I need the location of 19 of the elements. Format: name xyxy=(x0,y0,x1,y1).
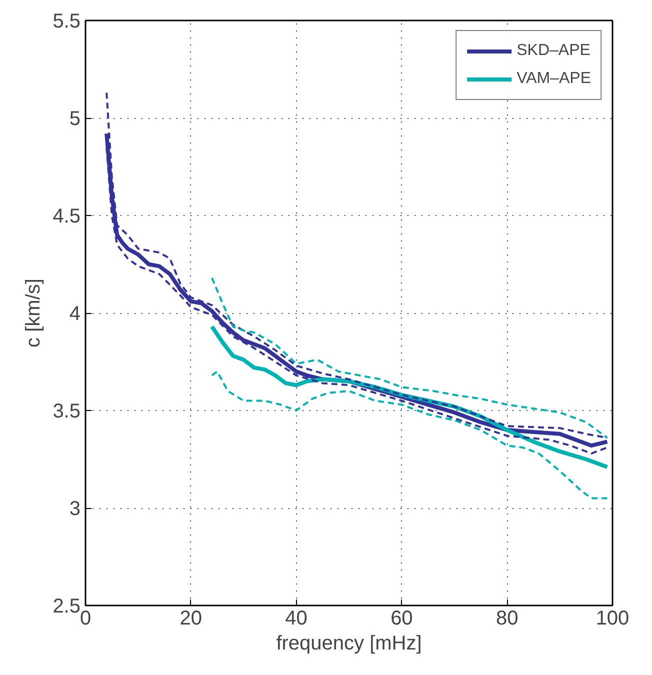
x-tick-label: 40 xyxy=(285,608,308,630)
legend-label: VAM–APE xyxy=(516,70,591,88)
legend-label: SKD–APE xyxy=(516,42,590,60)
line-series xyxy=(210,276,608,439)
y-tick-label: 5.5 xyxy=(52,10,81,32)
y-tick-label: 2.5 xyxy=(52,596,81,618)
x-tick-label: 20 xyxy=(180,608,202,630)
y-tick-label: 4 xyxy=(69,303,80,325)
x-axis-title: frequency [mHz] xyxy=(276,632,422,654)
x-tick-label: 0 xyxy=(80,608,92,630)
y-tick-label: 5 xyxy=(69,108,80,130)
x-tick-label: 100 xyxy=(596,608,630,630)
y-tick-label: 3 xyxy=(69,498,80,520)
y-tick-label: 3.5 xyxy=(52,400,81,422)
y-tick-label: 4.5 xyxy=(52,206,81,228)
x-tick-label: 60 xyxy=(390,608,413,630)
line-series xyxy=(210,370,608,500)
x-tick-label: 80 xyxy=(496,608,518,630)
y-axis-title: c [km/s] xyxy=(22,278,45,348)
